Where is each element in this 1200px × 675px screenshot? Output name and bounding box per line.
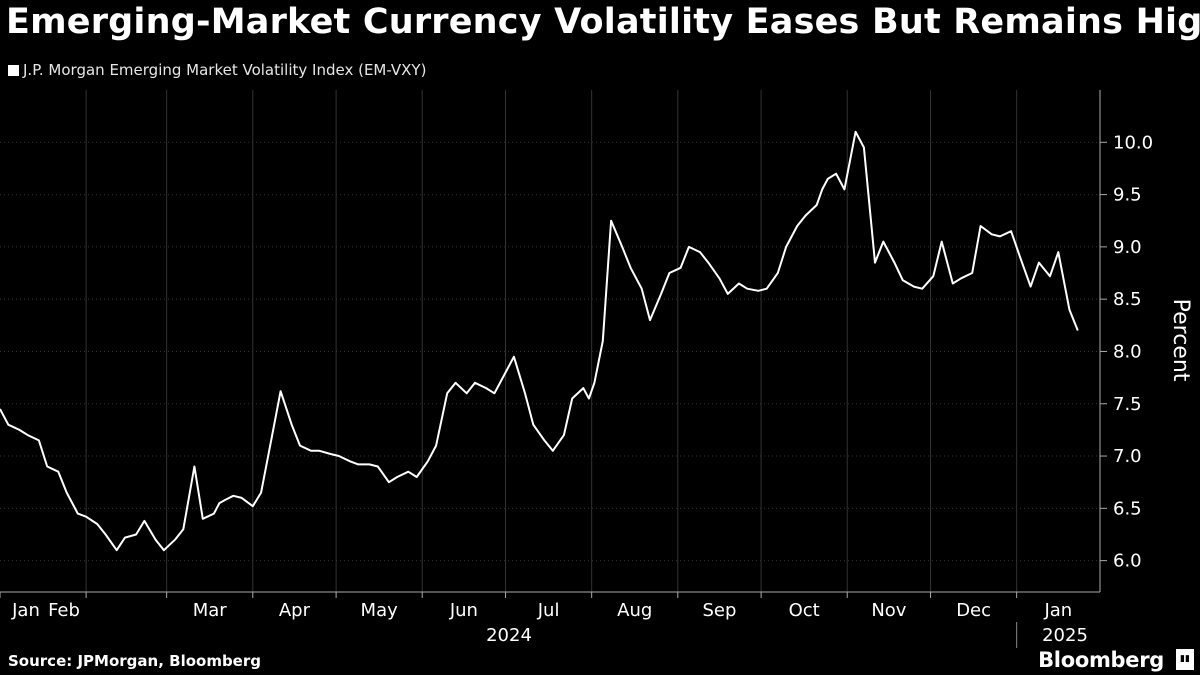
legend: J.P. Morgan Emerging Market Volatility I…	[8, 61, 426, 79]
x-tick-label: Mar	[193, 600, 228, 621]
x-tick-label: Aug	[617, 600, 652, 621]
source-note: Source: JPMorgan, Bloomberg	[8, 652, 261, 670]
x-tick-label: Sep	[702, 600, 736, 621]
legend-swatch-icon	[8, 64, 19, 76]
series-group	[0, 130, 1079, 552]
y-axis-label: Percent	[1168, 299, 1193, 382]
x-year-label: 2025	[1042, 625, 1088, 646]
chart-title: Emerging-Market Currency Volatility Ease…	[6, 2, 1200, 42]
x-tick-label: May	[361, 600, 399, 621]
x-tick-label: Oct	[789, 600, 820, 621]
y-tick-label: 6.5	[1113, 498, 1142, 519]
x-tick-label: Nov	[871, 600, 906, 621]
y-tick-label: 8.5	[1113, 289, 1142, 310]
brand-logo: Bloomberg	[1038, 648, 1164, 672]
x-tick-label: Dec	[956, 600, 991, 621]
y-tick-label: 6.0	[1113, 551, 1142, 572]
x-tick-label: Jan	[11, 600, 40, 621]
x-year-label: 2024	[486, 625, 532, 646]
grid-lines	[0, 90, 1100, 592]
y-tick-label: 10.0	[1113, 132, 1153, 153]
x-tick-label: Feb	[48, 600, 80, 621]
x-tick-label: Jul	[537, 600, 560, 621]
x-tick-label: Jan	[1043, 600, 1072, 621]
legend-label: J.P. Morgan Emerging Market Volatility I…	[23, 61, 427, 79]
y-axis: 6.0 6.5 7.0 7.5 8.0 8.5 9.0 9.5 10.0	[1099, 90, 1153, 592]
x-tick-label: Apr	[279, 600, 311, 621]
brand-badge-icon: ▮▮	[1176, 649, 1194, 670]
y-tick-label: 7.0	[1113, 446, 1142, 467]
y-tick-label: 7.5	[1113, 394, 1142, 415]
y-tick-label: 9.0	[1113, 237, 1142, 258]
x-tick-label: Jun	[449, 600, 478, 621]
y-tick-label: 8.0	[1113, 341, 1142, 362]
x-axis: Jan Feb Mar Apr May Jun Jul Aug Sep Oct Nov Dec Jan 2…	[0, 591, 1100, 648]
series-line-em-vxy	[0, 130, 1079, 552]
y-tick-label: 9.5	[1113, 185, 1142, 206]
